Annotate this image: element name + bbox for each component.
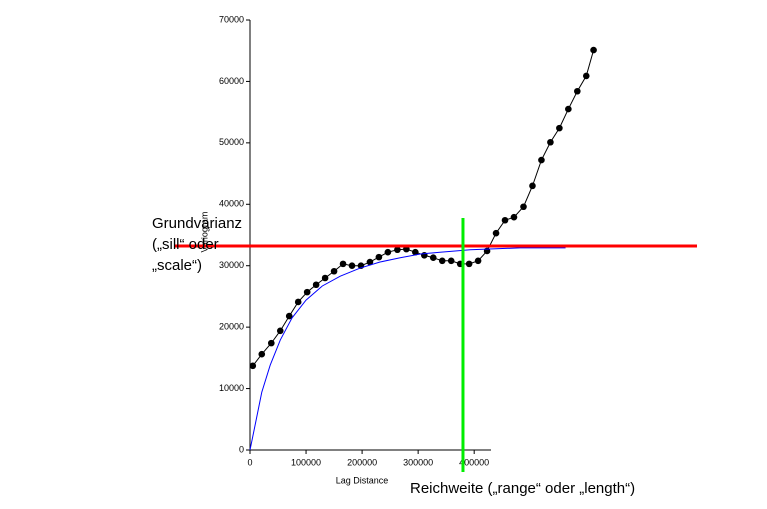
data-point	[249, 362, 257, 370]
data-point	[348, 262, 356, 270]
data-point	[556, 124, 563, 132]
data-point	[547, 138, 554, 146]
y-tick-label: 10000	[219, 383, 244, 393]
x-tick-label: 400000	[459, 457, 489, 467]
data-point	[574, 87, 581, 95]
data-point	[285, 312, 293, 320]
data-point	[474, 257, 482, 265]
data-point	[492, 229, 500, 237]
data-point	[447, 257, 455, 265]
y-tick-label: 0	[239, 444, 244, 454]
data-point	[520, 203, 527, 211]
series-line	[252, 49, 595, 367]
y-tick-label: 20000	[219, 322, 244, 332]
data-point	[529, 182, 536, 190]
data-point	[366, 258, 374, 266]
sill-label: „scale“)	[152, 257, 202, 274]
data-point	[510, 213, 518, 221]
x-tick-label: 300000	[403, 457, 433, 467]
data-point	[465, 260, 473, 268]
y-tick-label: 40000	[219, 199, 244, 209]
data-point	[582, 72, 590, 80]
data-point	[321, 274, 329, 282]
data-point	[438, 257, 446, 265]
data-point	[312, 281, 320, 289]
data-point	[276, 327, 284, 335]
x-tick-label: 100000	[291, 457, 321, 467]
data-point	[330, 267, 338, 275]
data-point	[565, 105, 572, 113]
x-axis-label: Lag Distance	[336, 475, 389, 485]
y-tick-label: 60000	[219, 76, 244, 86]
data-point	[501, 216, 509, 224]
data-point	[412, 248, 419, 256]
sill-label: („sill“ oder	[152, 236, 219, 253]
data-point	[375, 253, 383, 261]
data-point	[394, 246, 401, 254]
y-tick-label: 50000	[219, 137, 244, 147]
x-tick-label: 200000	[347, 457, 377, 467]
data-point	[267, 339, 275, 347]
data-point	[294, 298, 302, 306]
y-axis-label: Variogram	[199, 212, 209, 253]
x-tick-label: 0	[247, 457, 252, 467]
data-point	[538, 156, 545, 164]
y-tick-label: 70000	[219, 14, 244, 24]
data-point	[590, 46, 597, 54]
data-point	[303, 288, 311, 296]
data-point	[339, 260, 347, 268]
y-tick-label: 30000	[219, 260, 244, 270]
data-point	[429, 254, 437, 262]
data-point	[384, 248, 392, 256]
data-point	[258, 350, 266, 358]
series-line	[249, 247, 566, 451]
range-label: Reichweite („range“ oder „length“)	[410, 480, 635, 497]
sill-label: Grundvarianz	[152, 215, 242, 232]
